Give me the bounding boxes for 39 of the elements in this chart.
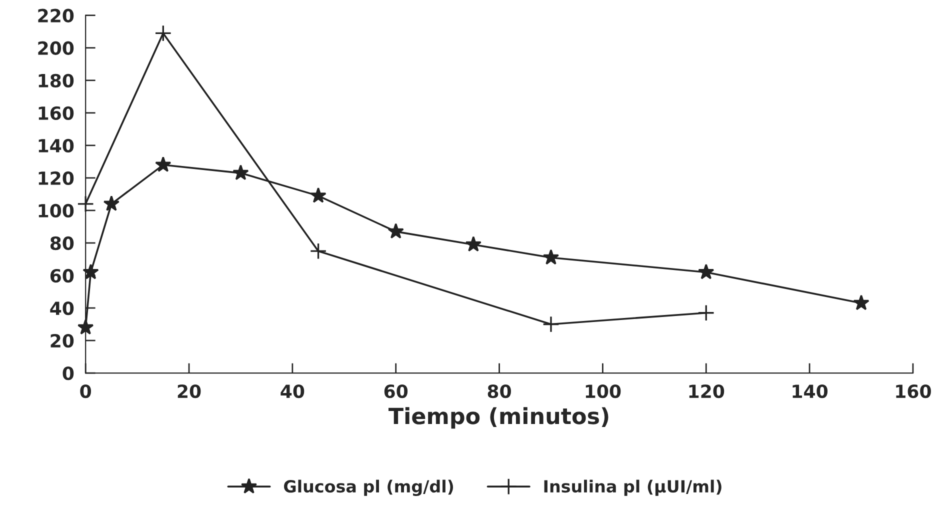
point — [155, 156, 172, 172]
x-tick-label: 100 — [586, 384, 621, 398]
point — [698, 264, 714, 280]
y-tick-label: 120 — [38, 171, 74, 186]
x-tick-label: 40 — [280, 384, 304, 398]
point — [310, 187, 326, 203]
point — [77, 195, 94, 212]
point — [232, 164, 249, 180]
x-tick-label: 60 — [384, 384, 408, 398]
legend-label: Glucosa pl (mg/dl) — [284, 480, 454, 496]
y-tick-label: 200 — [38, 41, 74, 55]
y-tick-label: 80 — [50, 236, 74, 250]
point — [154, 24, 172, 42]
y-tick-label: 20 — [50, 334, 74, 348]
x-tick-label: 80 — [488, 384, 511, 398]
point — [82, 264, 99, 280]
x-tick-label: 160 — [896, 384, 931, 398]
point — [542, 316, 560, 333]
x-tick-label: 120 — [689, 384, 724, 398]
y-tick-label: 100 — [38, 204, 74, 218]
point — [465, 236, 482, 252]
point — [388, 223, 404, 239]
y-tick-label: 160 — [38, 106, 74, 120]
y-tick-label: 40 — [50, 301, 74, 316]
y-tick-label: 140 — [38, 138, 74, 153]
y-tick-label: 180 — [38, 74, 74, 88]
y-tick-label: 0 — [62, 366, 74, 380]
x-axis-title: Tiempo (minutos) — [388, 407, 608, 429]
x-tick-label: 140 — [792, 384, 828, 398]
point — [310, 242, 327, 260]
point — [542, 249, 560, 265]
point — [103, 195, 120, 211]
y-tick-label: 220 — [38, 8, 74, 22]
legend-label: Insulina pl (µUI/ml) — [544, 480, 722, 496]
y-tick-label: 60 — [50, 268, 74, 283]
x-tick-label: 0 — [80, 384, 92, 398]
point — [853, 294, 870, 310]
x-tick-label: 20 — [178, 384, 201, 398]
point — [698, 304, 715, 322]
